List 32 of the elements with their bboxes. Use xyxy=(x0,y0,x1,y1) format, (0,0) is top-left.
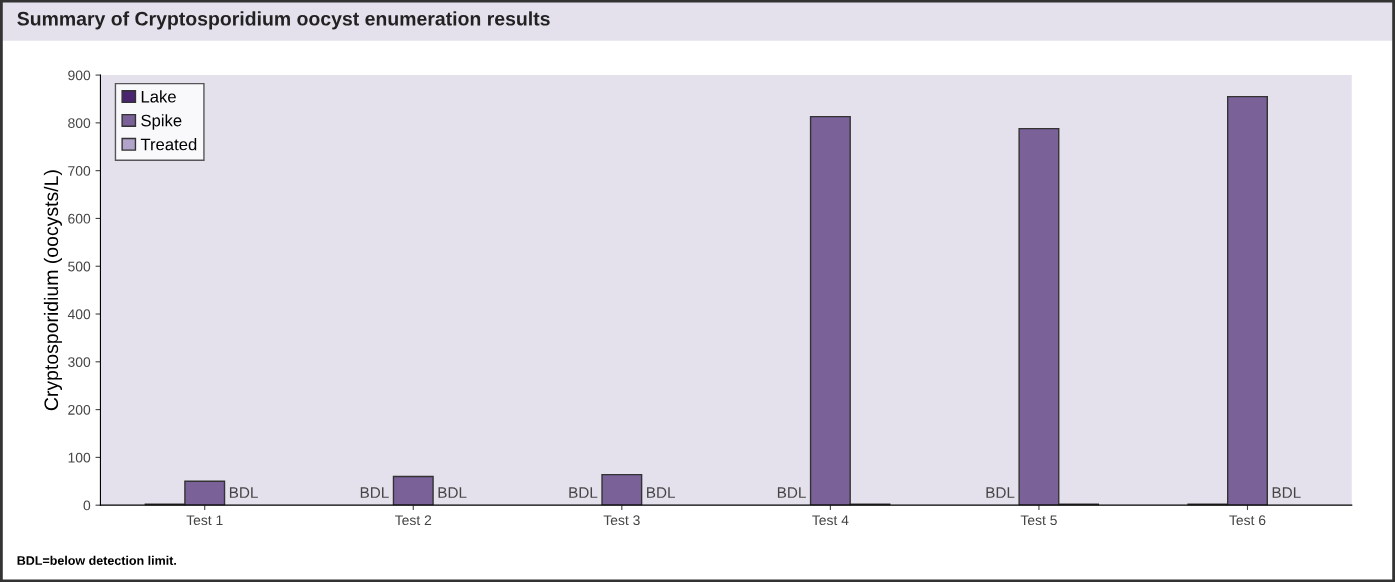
x-tick-label: Test 5 xyxy=(1020,515,1057,526)
y-tick-label: 500 xyxy=(68,261,91,272)
y-tick-label: 600 xyxy=(68,213,91,224)
x-tick-label: Test 1 xyxy=(186,515,223,526)
y-tick-label: 0 xyxy=(83,500,91,511)
y-tick-label: 100 xyxy=(68,452,91,463)
x-tick-label: Test 3 xyxy=(603,515,640,526)
legend-label: Spike xyxy=(141,114,182,130)
y-tick-label: 700 xyxy=(68,165,91,176)
chart-title: Summary of Cryptosporidium oocyst enumeration results xyxy=(17,11,550,30)
text: BDL xyxy=(1272,487,1301,498)
y-tick-label: 200 xyxy=(68,404,91,415)
text: BDL=below detection limit. xyxy=(17,555,176,565)
text: BDL xyxy=(360,487,389,498)
x-tick-label: Test 2 xyxy=(395,515,432,526)
text: BDL xyxy=(647,487,676,498)
text: BDL xyxy=(986,487,1015,498)
y-tick-label: 400 xyxy=(67,309,91,320)
bar xyxy=(392,475,434,506)
y-axis-title: Cryptosporidium (oocysts/L) xyxy=(43,170,62,411)
text: BDL xyxy=(569,487,598,498)
legend-label: Treated xyxy=(140,138,197,151)
x-tick-label: Test 4 xyxy=(812,515,849,526)
text: BDL xyxy=(438,487,467,498)
text: BDL xyxy=(777,487,806,498)
y-tick-label: 900 xyxy=(68,70,91,81)
y-tick-label: 300 xyxy=(68,357,91,367)
bar xyxy=(601,473,643,506)
text: BDL xyxy=(229,487,258,498)
legend-label: Lake xyxy=(141,90,176,103)
y-tick-label: 800 xyxy=(68,118,91,129)
x-tick-label: Test 6 xyxy=(1229,515,1266,526)
